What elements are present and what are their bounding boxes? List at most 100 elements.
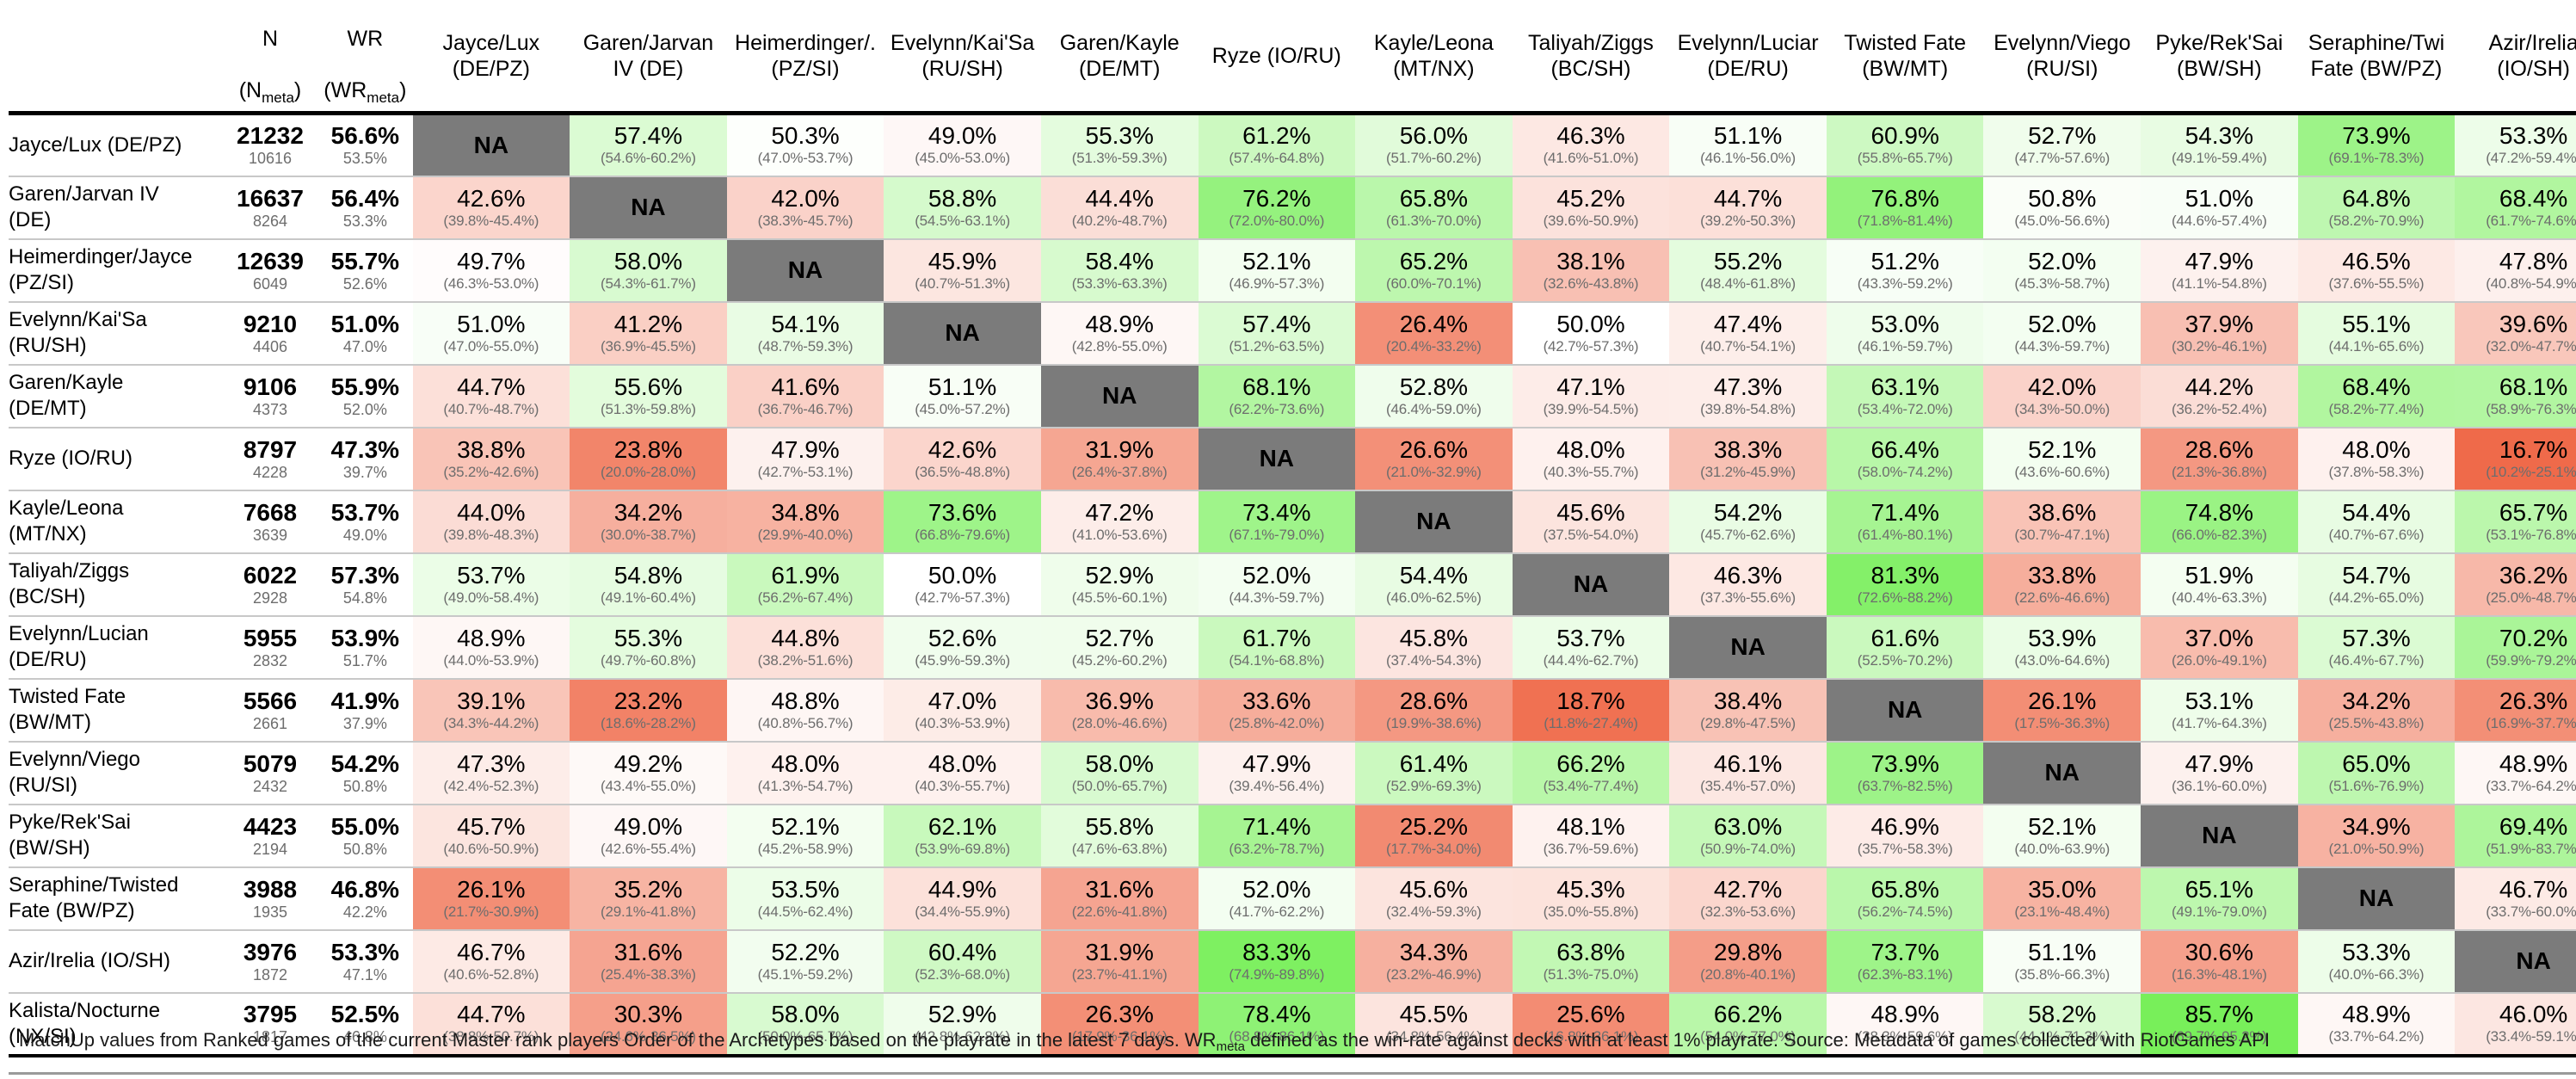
- table-row: Evelynn/Kai'Sa (RU/SH) 9210 4406 51.0% 47.0%…: [9, 301, 2576, 366]
- heatmap-cell: 23.2% (18.6%-28.2%): [570, 678, 727, 743]
- cell-winrate: 26.1%: [2028, 687, 2097, 714]
- cell-confidence-interval: (46.9%-57.3%): [1229, 274, 1325, 292]
- cell-winrate: 42.0%: [771, 184, 840, 212]
- heatmap-cell: 36.2% (25.0%-48.7%): [2455, 552, 2576, 617]
- cell-confidence-interval: (41.1%-54.8%): [2171, 274, 2267, 292]
- footnote-sub: meta: [1216, 1039, 1245, 1054]
- cell-confidence-interval: (37.6%-55.5%): [2328, 274, 2425, 292]
- wr-value: 53.9%: [330, 624, 400, 651]
- cell-confidence-interval: (25.5%-43.8%): [2328, 714, 2425, 731]
- heatmap-cell: 45.6% (37.5%-54.0%): [1512, 490, 1670, 554]
- cell-winrate: 37.9%: [2185, 310, 2254, 337]
- cell-confidence-interval: (39.8%-48.3%): [443, 526, 539, 543]
- cell-confidence-interval: (42.4%-52.3%): [443, 777, 539, 794]
- cell-confidence-interval: (52.9%-69.3%): [1385, 777, 1482, 794]
- cell-winrate: 65.0%: [2342, 749, 2411, 777]
- heatmap-cell: 58.2% (44.1%-71.3%): [1983, 992, 2142, 1057]
- cell-winrate: 45.8%: [1399, 624, 1469, 651]
- heatmap-cell: 51.1% (35.8%-66.3%): [1983, 929, 2142, 994]
- cell-winrate: 49.0%: [613, 812, 683, 840]
- cell-confidence-interval: (36.5%-48.8%): [915, 463, 1010, 480]
- n-header-label: N: [262, 27, 279, 51]
- cell-confidence-interval: (40.7%-48.7%): [443, 400, 539, 417]
- cell-winrate: 74.8%: [2185, 498, 2254, 526]
- cell-winrate: 38.1%: [1556, 247, 1625, 274]
- cell-winrate: 52.1%: [2028, 812, 2097, 840]
- cell-confidence-interval: (36.2%-52.4%): [2171, 400, 2267, 417]
- cell-winrate: 34.9%: [2342, 812, 2411, 840]
- heatmap-cell: 66.2% (53.4%-77.4%): [1512, 741, 1670, 805]
- heatmap-cell: 38.8% (35.2%-42.6%): [412, 427, 570, 491]
- heatmap-cell: 60.4% (52.3%-68.0%): [884, 929, 1041, 994]
- table-row: Kalista/Nocturne (NX/SI) 3795 1817 52.5% 46.…: [9, 992, 2576, 1057]
- cell-confidence-interval: (41.3%-54.7%): [757, 777, 854, 794]
- n-cell: 21232 10616: [222, 113, 318, 177]
- heatmap-cell: 54.1% (48.7%-59.3%): [726, 301, 884, 366]
- wr-value: 52.5%: [330, 1001, 400, 1027]
- heatmap-cell-na: NA: [884, 301, 1041, 366]
- cell-winrate: 52.8%: [1399, 373, 1469, 400]
- heatmap-cell: 53.3% (47.2%-59.4%): [2455, 113, 2576, 177]
- cell-confidence-interval: (39.9%-54.5%): [1543, 400, 1639, 417]
- column-header: Jayce/Lux (DE/PZ): [412, 0, 570, 115]
- row-deck-name: Garen/Kayle (DE/MT): [9, 371, 124, 420]
- cell-confidence-interval: (53.9%-69.8%): [915, 840, 1010, 857]
- wr-meta-value: 53.5%: [342, 150, 387, 168]
- heatmap-cell: 31.6% (22.6%-41.8%): [1040, 866, 1199, 931]
- cell-winrate: 54.7%: [2342, 561, 2411, 589]
- heatmap-cell: 39.6% (32.0%-47.7%): [2455, 301, 2576, 366]
- n-meta-value: 10616: [248, 150, 293, 168]
- n-meta-value: 2832: [252, 651, 288, 669]
- wr-cell: 55.9% 52.0%: [317, 364, 413, 429]
- wr-header-sub-prefix: (WR: [324, 78, 367, 102]
- n-cell: 6022 2928: [222, 552, 318, 617]
- cell-winrate: 38.4%: [1713, 687, 1783, 714]
- cell-confidence-interval: (25.0%-48.7%): [2486, 589, 2576, 606]
- cell-confidence-interval: (30.0%-38.7%): [601, 526, 696, 543]
- cell-confidence-interval: (62.3%-83.1%): [1857, 965, 1953, 983]
- heatmap-cell: 50.8% (45.0%-56.6%): [1983, 176, 2142, 240]
- cell-confidence-interval: (53.4%-72.0%): [1857, 400, 1953, 417]
- wr-cell: 57.3% 54.8%: [317, 552, 413, 617]
- cell-confidence-interval: (58.2%-77.4%): [2328, 400, 2425, 417]
- wr-cell: 46.8% 42.2%: [317, 866, 413, 931]
- heatmap-cell: 48.0% (40.3%-55.7%): [1512, 427, 1670, 491]
- cell-confidence-interval: (40.6%-52.8%): [443, 965, 539, 983]
- n-meta-value: 2661: [252, 714, 288, 732]
- cell-confidence-interval: (37.5%-54.0%): [1543, 526, 1639, 543]
- cell-winrate: 58.4%: [1085, 247, 1154, 274]
- heatmap-cell: 53.7% (49.0%-58.4%): [412, 552, 570, 617]
- cell-confidence-interval: (47.7%-57.6%): [2014, 150, 2111, 167]
- cell-confidence-interval: (44.1%-71.3%): [2014, 1028, 2111, 1045]
- heatmap-cell: 44.7% (38.8%-50.7%): [412, 992, 570, 1057]
- cell-winrate: 69.4%: [2499, 812, 2568, 840]
- heatmap-cell: 52.9% (45.5%-60.1%): [1040, 552, 1199, 617]
- cell-winrate: 55.2%: [1713, 247, 1783, 274]
- heatmap-cell: 71.4% (63.2%-78.7%): [1198, 804, 1356, 868]
- cell-winrate: 26.1%: [457, 875, 526, 903]
- heatmap-cell: 52.1% (46.9%-57.3%): [1198, 238, 1356, 303]
- heatmap-cell: 76.8% (71.8%-81.4%): [1826, 176, 1984, 240]
- na-label: NA: [2358, 885, 2394, 911]
- cell-confidence-interval: (36.9%-45.5%): [601, 337, 696, 355]
- cell-confidence-interval: (53.3%-63.3%): [1071, 274, 1168, 292]
- cell-confidence-interval: (21.0%-50.9%): [2328, 840, 2425, 857]
- cell-confidence-interval: (59.9%-79.2%): [2486, 651, 2576, 669]
- heatmap-cell: 55.1% (44.1%-65.6%): [2297, 301, 2456, 366]
- heatmap-cell: 53.1% (41.7%-64.3%): [2141, 678, 2298, 743]
- cell-confidence-interval: (43.0%-64.6%): [2014, 651, 2111, 669]
- heatmap-cell: 65.1% (49.1%-79.0%): [2141, 866, 2298, 931]
- heatmap-cell: 52.1% (40.0%-63.9%): [1983, 804, 2142, 868]
- cell-winrate: 48.8%: [771, 687, 840, 714]
- cell-confidence-interval: (33.7%-60.0%): [2486, 903, 2576, 920]
- heatmap-cell: 46.3% (37.3%-55.6%): [1669, 552, 1827, 617]
- cell-confidence-interval: (26.4%-37.8%): [1071, 463, 1168, 480]
- heatmap-cell: 45.2% (39.6%-50.9%): [1512, 176, 1670, 240]
- cell-winrate: 31.9%: [1085, 938, 1154, 965]
- cell-winrate: 47.8%: [2499, 247, 2568, 274]
- heatmap-cell: 47.3% (39.8%-54.8%): [1669, 364, 1827, 429]
- cell-confidence-interval: (46.4%-67.7%): [2328, 651, 2425, 669]
- cell-confidence-interval: (17.5%-36.3%): [2014, 714, 2111, 731]
- table-row: Evelynn/Viego (RU/SI) 5079 2432 54.2% 50.8% 4…: [9, 741, 2576, 805]
- heatmap-cell: 52.0% (41.7%-62.2%): [1198, 866, 1356, 931]
